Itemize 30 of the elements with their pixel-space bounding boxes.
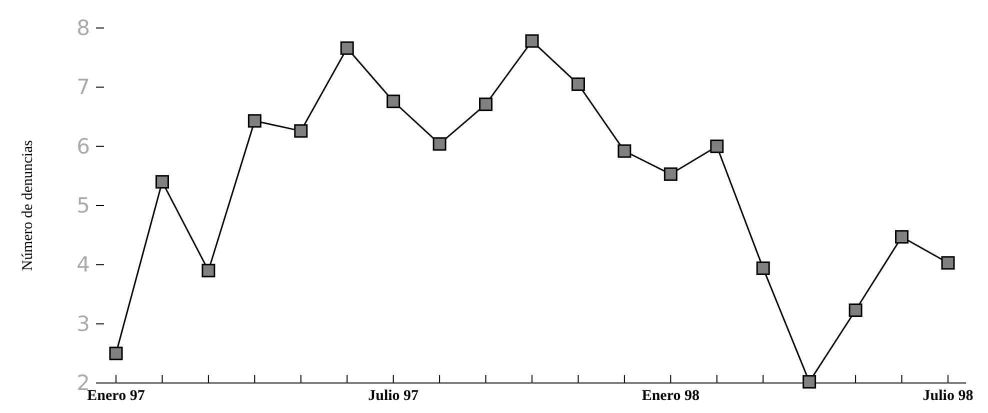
- point: [664, 167, 678, 181]
- point: [618, 144, 632, 158]
- point: [525, 34, 539, 48]
- y-tick-label: 7: [76, 75, 90, 100]
- point: [941, 256, 955, 270]
- point: [571, 77, 585, 91]
- point: [848, 303, 862, 317]
- point: [340, 41, 354, 55]
- y-axis-title: Número de denuncias: [20, 140, 36, 271]
- point: [802, 375, 816, 389]
- point: [710, 140, 724, 154]
- point: [386, 94, 400, 108]
- y-tick-label: 5: [76, 194, 90, 218]
- point: [248, 114, 262, 128]
- x-tick-label: Julio 98: [922, 388, 974, 404]
- y-tick-label: 3: [76, 312, 90, 336]
- x-tick-label: Enero 97: [87, 388, 146, 404]
- x-tick-label: Enero 98: [642, 388, 700, 404]
- point: [756, 261, 770, 275]
- point: [432, 137, 446, 151]
- point: [155, 175, 169, 189]
- x-tick-label: Julio 97: [368, 388, 420, 404]
- point: [895, 230, 909, 244]
- y-tick-label: 4: [76, 252, 90, 277]
- point: [479, 98, 493, 112]
- point: [294, 124, 308, 138]
- y-tick-label: 8: [76, 16, 90, 40]
- point: [109, 346, 123, 360]
- y-tick-label: 6: [76, 134, 90, 158]
- point: [202, 264, 216, 278]
